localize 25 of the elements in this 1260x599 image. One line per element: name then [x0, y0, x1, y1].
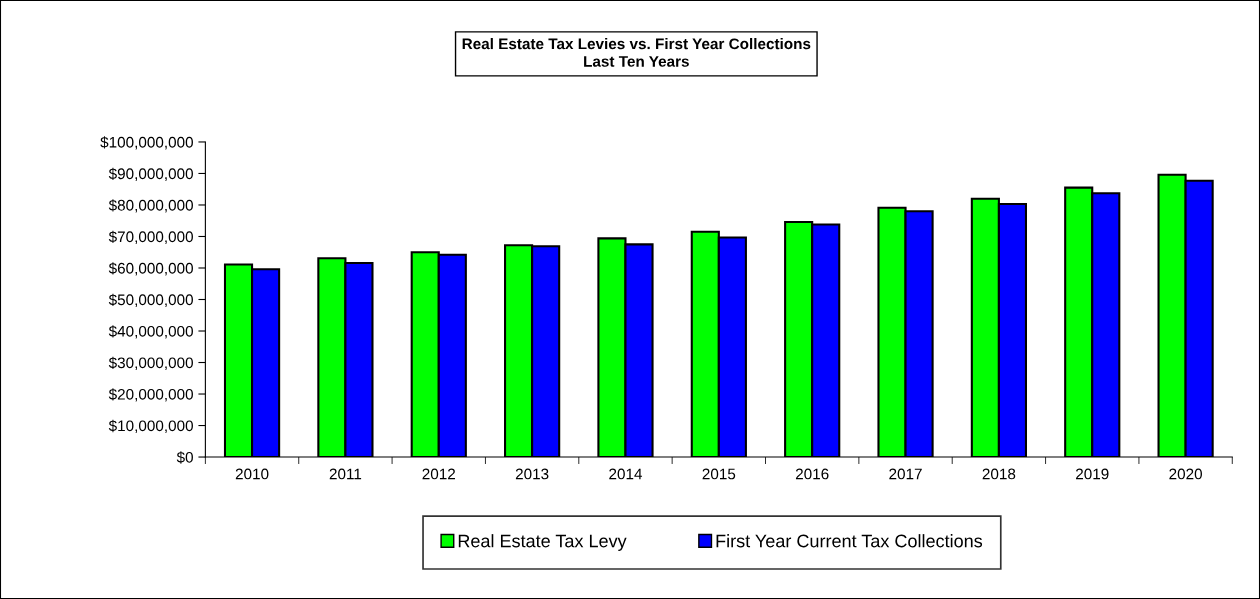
x-tick-label: 2017	[889, 468, 922, 480]
x-tick-label: 2010	[235, 468, 269, 480]
y-tick-label: $20,000,000	[108, 388, 193, 402]
y-tick-label: $30,000,000	[108, 356, 193, 371]
y-tick-label: $40,000,000	[108, 325, 193, 339]
y-tick-label: $90,000,000	[108, 167, 193, 181]
x-tick-label: 2016	[795, 468, 829, 480]
y-tick-label: $70,000,000	[108, 230, 193, 244]
y-tick-label: $80,000,000	[108, 199, 193, 213]
y-tick-label: $100,000,000	[100, 136, 193, 150]
y-tick-label: $60,000,000	[108, 262, 193, 276]
legend-label: First Year Current Tax Collections	[716, 534, 983, 548]
x-tick-label: 2015	[702, 468, 736, 480]
x-tick-label: 2020	[1169, 468, 1202, 480]
x-tick-label: 2011	[329, 468, 362, 480]
y-tick-label: $0	[176, 451, 193, 464]
chart-title: Real Estate Tax Levies vs. First Year Collections Last Ten Years	[462, 38, 811, 67]
x-tick-label: 2019	[1076, 468, 1109, 480]
x-tick-label: 2013	[515, 468, 549, 480]
x-tick-label: 2014	[609, 468, 643, 480]
legend-label: Real Estate Tax Levy	[458, 534, 627, 551]
x-tick-label: 2018	[982, 468, 1016, 480]
y-tick-label: $10,000,000	[108, 419, 193, 434]
x-tick-label: 2012	[422, 468, 455, 480]
y-tick-label: $50,000,000	[108, 293, 193, 307]
